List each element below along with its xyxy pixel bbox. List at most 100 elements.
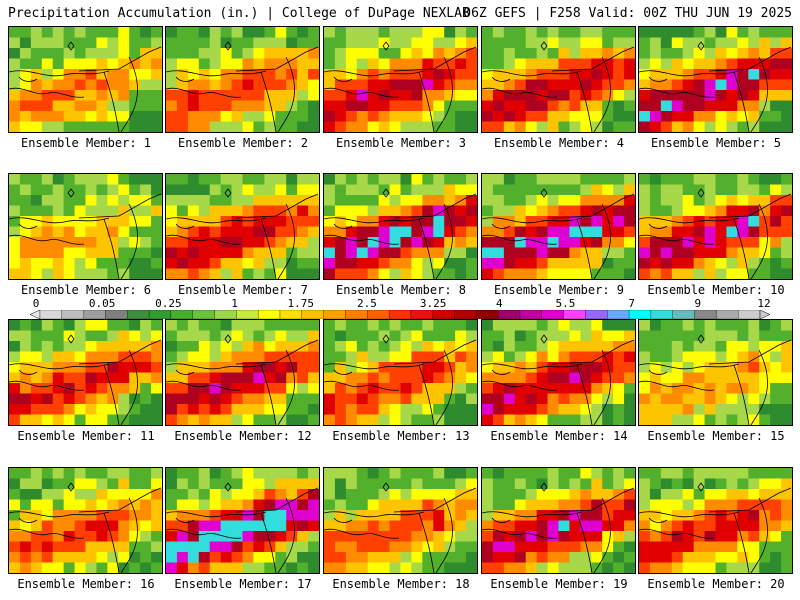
diamond-marker-icon xyxy=(67,334,75,344)
precip-cell xyxy=(591,541,603,553)
precip-cell xyxy=(52,510,65,522)
precip-cell xyxy=(9,258,21,270)
precip-cell xyxy=(613,531,625,543)
precip-cell xyxy=(140,184,152,196)
precip-cell xyxy=(602,489,614,501)
precip-cell xyxy=(9,552,21,564)
precip-cell xyxy=(96,393,108,405)
precip-cell xyxy=(748,330,760,342)
precip-cell xyxy=(198,552,211,564)
precip-cell xyxy=(704,237,717,249)
precip-cell xyxy=(151,37,162,49)
precip-cell xyxy=(140,216,152,228)
precip-cell xyxy=(253,205,265,217)
precip-cell xyxy=(63,552,76,564)
precip-cell xyxy=(356,499,369,511)
precip-cell xyxy=(166,27,178,39)
precip-cell xyxy=(151,393,162,405)
precip-cell xyxy=(536,247,549,259)
precip-cell xyxy=(715,90,728,102)
precip-cell xyxy=(660,100,673,112)
precip-cell xyxy=(74,174,87,186)
precip-cell xyxy=(220,37,233,49)
precip-cell xyxy=(422,121,434,132)
precip-cell xyxy=(704,100,717,112)
precip-cell xyxy=(624,268,635,279)
precip-cell xyxy=(118,237,130,249)
map-outline xyxy=(750,56,768,132)
precip-cell xyxy=(602,330,614,342)
precip-cell xyxy=(220,48,233,60)
precip-cell xyxy=(503,69,516,81)
precip-cell xyxy=(492,351,505,363)
precip-cell xyxy=(324,174,336,186)
precip-cell xyxy=(151,205,162,217)
precip-cell xyxy=(107,362,119,374)
precip-cell xyxy=(671,552,684,564)
precip-cell xyxy=(547,320,560,332)
precip-cell xyxy=(715,258,728,270)
precip-field xyxy=(166,174,319,279)
precip-cell xyxy=(308,195,319,207)
precip-cell xyxy=(74,341,87,353)
precip-cell xyxy=(715,510,728,522)
precip-cell xyxy=(726,552,738,564)
precip-cell xyxy=(514,393,527,405)
precip-cell xyxy=(378,79,391,91)
precip-cell xyxy=(492,341,505,353)
precip-cell xyxy=(345,520,358,532)
precip-cell xyxy=(231,195,244,207)
precip-cell xyxy=(297,216,309,228)
precip-cell xyxy=(569,330,581,342)
precip-cell xyxy=(367,237,380,249)
precip-cell xyxy=(209,562,222,573)
precip-cell xyxy=(308,531,319,543)
precip-cell xyxy=(580,404,592,416)
precip-cell xyxy=(466,27,477,39)
member-map-panel xyxy=(323,26,478,133)
precip-cell xyxy=(422,195,434,207)
precip-cell xyxy=(704,195,717,207)
precip-cell xyxy=(52,37,65,49)
precip-cell xyxy=(63,69,76,81)
precip-cell xyxy=(9,468,21,480)
map-outline xyxy=(103,218,120,279)
precip-cell xyxy=(759,362,771,374)
precip-cell xyxy=(660,205,673,217)
precip-cell xyxy=(198,468,211,480)
precip-cell xyxy=(334,216,347,228)
precip-cell xyxy=(525,562,538,573)
precip-cell xyxy=(96,184,108,196)
precip-cell xyxy=(220,362,233,374)
precip-cell xyxy=(649,330,662,342)
precip-cell xyxy=(187,237,200,249)
precip-cell xyxy=(569,468,581,480)
precip-cell xyxy=(308,562,319,573)
precip-cell xyxy=(536,468,549,480)
precip-cell xyxy=(286,90,298,102)
precip-cell xyxy=(52,362,65,374)
precip-cell xyxy=(737,268,749,279)
precip-cell xyxy=(591,489,603,501)
precip-cell xyxy=(41,216,54,228)
precip-cell xyxy=(378,499,391,511)
precip-cell xyxy=(9,541,21,553)
precip-cell xyxy=(324,58,336,70)
precip-cell xyxy=(74,111,87,123)
precip-cell xyxy=(220,499,233,511)
precip-cell xyxy=(85,268,98,279)
precip-cell xyxy=(209,226,222,238)
precip-cell xyxy=(286,468,298,480)
precip-cell xyxy=(367,216,380,228)
precip-cell xyxy=(324,27,336,39)
precip-cell xyxy=(253,100,265,112)
precip-cell xyxy=(96,247,108,259)
precip-cell xyxy=(107,552,119,564)
precip-cell xyxy=(176,100,189,112)
precip-cell xyxy=(9,121,21,132)
precip-cell xyxy=(433,195,445,207)
precip-cell xyxy=(231,552,244,564)
precip-cell xyxy=(41,541,54,553)
precip-cell xyxy=(781,393,792,405)
precip-cell xyxy=(602,478,614,490)
